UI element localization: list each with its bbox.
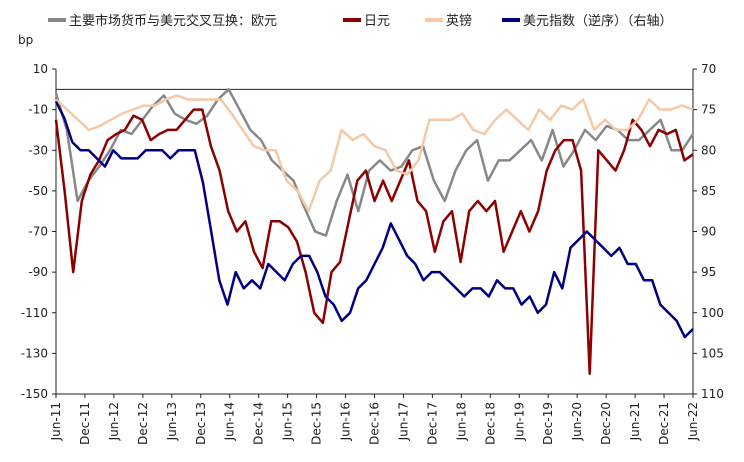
chart-legend: 主要市场货币与美元交叉互换：欧元 日元 英镑 美元指数（逆序）（右轴） xyxy=(48,13,673,29)
x-axis-tick-label: Dec-11 xyxy=(78,402,92,445)
right-axis-tick-label: 100 xyxy=(701,306,724,320)
x-axis-tick-label: Jun-11 xyxy=(49,402,63,441)
chart-axes: bp 10 -10 -30 -50 -70 -90 -110 -130 -150 70 75 80 85 9… xyxy=(18,33,724,445)
left-axis-unit: bp xyxy=(18,33,33,47)
right-axis-tick-label: 95 xyxy=(701,265,716,279)
legend-label: 日元 xyxy=(364,14,390,29)
x-axis-tick-label: Jun-22 xyxy=(686,402,700,441)
legend-label: 英镑 xyxy=(446,13,472,29)
left-axis-tick-label: 10 xyxy=(33,62,48,76)
right-axis-tick-label: 75 xyxy=(701,103,716,117)
x-axis-tick-label: Dec-19 xyxy=(541,402,555,445)
left-axis-tick-label: -70 xyxy=(28,225,48,239)
x-axis-tick-label: Dec-13 xyxy=(194,402,208,445)
left-axis-tick-label: -50 xyxy=(28,184,48,198)
x-axis-tick-label: Jun-17 xyxy=(396,402,410,441)
series-line xyxy=(55,94,694,213)
right-axis-tick-label: 85 xyxy=(701,184,716,198)
legend-label: 主要市场货币与美元交叉互换：欧元 xyxy=(69,13,277,29)
left-axis-tick-label: -110 xyxy=(21,306,48,320)
x-axis-tick-label: Dec-18 xyxy=(483,402,497,445)
right-axis-tick-label: 110 xyxy=(701,387,724,401)
x-axis-tick-label: Jun-19 xyxy=(512,402,526,441)
x-axis-tick-label: Dec-12 xyxy=(136,402,150,445)
series-line xyxy=(54,108,694,375)
right-axis-tick-label: 90 xyxy=(701,225,716,239)
left-axis-tick-label: -30 xyxy=(28,143,48,157)
x-axis-tick-label: Jun-12 xyxy=(107,402,121,441)
x-axis-tick-label: Dec-21 xyxy=(657,402,671,445)
x-axis-tick-label: Dec-17 xyxy=(425,402,439,445)
right-axis-tick-label: 70 xyxy=(701,62,716,76)
series-line xyxy=(54,88,695,237)
x-axis-tick-label: Jun-16 xyxy=(339,402,353,441)
left-axis-tick-label: -90 xyxy=(28,265,48,279)
x-axis-tick-label: Dec-14 xyxy=(252,402,266,445)
right-axis-tick-label: 80 xyxy=(701,143,716,157)
left-axis-tick-label: -10 xyxy=(28,103,48,117)
x-axis-tick-label: Jun-18 xyxy=(454,402,468,441)
x-axis-tick-label: Jun-21 xyxy=(628,402,642,441)
series-lines xyxy=(54,88,695,375)
series-line xyxy=(54,100,694,339)
x-axis-tick-label: Jun-20 xyxy=(570,402,584,441)
left-axis-tick-label: -150 xyxy=(21,387,48,401)
x-axis-tick-label: Jun-15 xyxy=(281,402,295,441)
x-axis-tick-label: Dec-15 xyxy=(310,402,324,445)
x-axis-tick-label: Jun-14 xyxy=(223,402,237,441)
x-axis-tick-label: Dec-16 xyxy=(368,402,382,445)
x-axis-tick-label: Jun-13 xyxy=(165,402,179,441)
left-axis-tick-label: -130 xyxy=(21,346,48,360)
legend-label: 美元指数（逆序）（右轴） xyxy=(523,13,673,29)
x-axis-tick-label: Dec-20 xyxy=(599,402,613,445)
right-axis-tick-label: 105 xyxy=(701,346,724,360)
